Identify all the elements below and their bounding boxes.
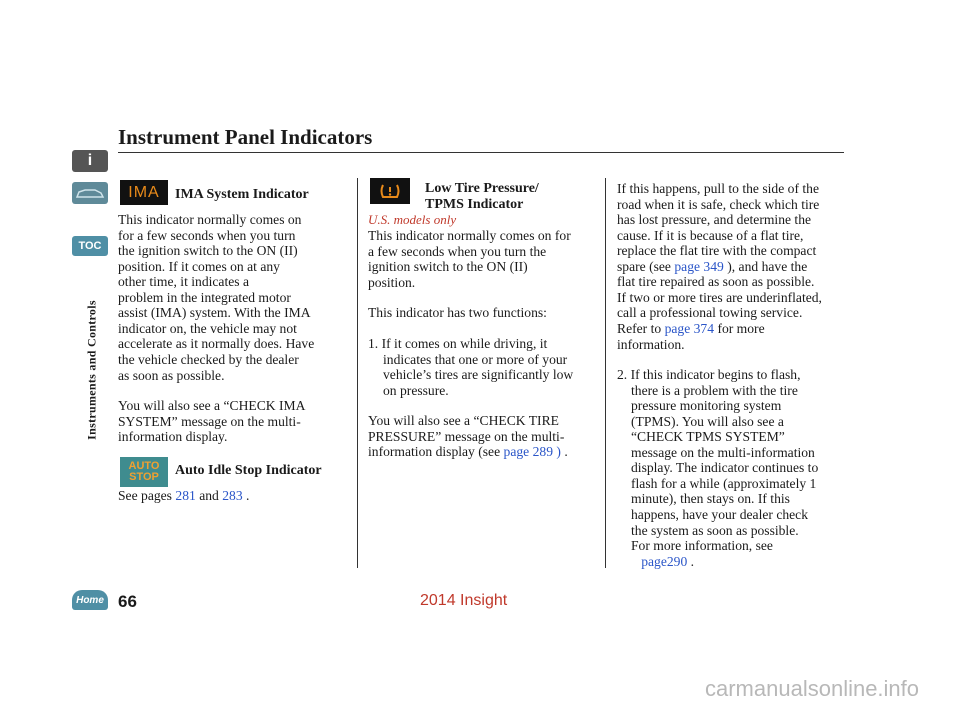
text-line: See pages 281 and 283 . [118, 488, 249, 504]
column-divider [357, 178, 358, 568]
text-line: for a few seconds when you turn [118, 227, 296, 243]
tpms-glyph [380, 184, 400, 198]
text-line: page290 . [631, 554, 694, 570]
text: . [690, 553, 695, 569]
header-rule [118, 152, 844, 153]
text-line: call a professional towing service. [617, 305, 803, 321]
text-line: minute), then stays on. If this [631, 491, 790, 507]
text-line: information display. [118, 429, 228, 445]
text: information display (see [368, 444, 501, 460]
watermark: 2014 Insight [420, 592, 508, 609]
text-line: other time, it indicates a [118, 274, 249, 290]
text-line: problem in the integrated motor [118, 289, 291, 305]
text-line: PRESSURE” message on the multi- [368, 428, 565, 444]
text-line: ignition switch to the ON (II) [368, 259, 528, 275]
text-line: display. The indicator continues to [631, 460, 819, 476]
text: . [246, 488, 250, 503]
page-number: 66 [118, 592, 137, 611]
page-link[interactable]: page 289 ) [503, 444, 561, 460]
text-line: This indicator normally comes on for [368, 228, 571, 243]
models-note: U.S. models only [368, 212, 457, 227]
page-link[interactable]: page 374 [664, 320, 715, 336]
text: spare (see [617, 258, 671, 274]
text-line: happens, have your dealer check [631, 506, 809, 522]
text-line: has lost pressure, and determine the [617, 212, 812, 228]
text-line: the vehicle checked by the dealer [118, 351, 299, 367]
text-line: indicates that one or more of your [383, 351, 568, 367]
text-line: 1. If it comes on while driving, it [368, 336, 548, 351]
text-line: You will also see a “CHECK IMA [118, 398, 306, 413]
ima-heading: IMA System Indicator [175, 187, 309, 202]
text-line: flat tire repaired as soon as possible. [617, 274, 815, 290]
text: . [564, 444, 568, 460]
text-line: This indicator normally comes on [118, 212, 302, 227]
text-line: information display (see page 289 ) . [368, 444, 568, 460]
column-divider [605, 178, 606, 568]
tpms-heading: Low Tire Pressure/ [425, 181, 539, 196]
home-button[interactable]: Home [72, 590, 108, 610]
text-line: position. [368, 274, 416, 290]
text-line: road when it is safe, check which tire [617, 196, 820, 212]
tpms-heading: TPMS Indicator [425, 197, 524, 212]
text-line: SYSTEM” message on the multi- [118, 413, 301, 429]
text-line: there is a problem with the tire [631, 382, 798, 398]
text: Refer to [617, 320, 662, 336]
text: ), and have the [727, 258, 808, 274]
text-line: spare (see page 349 ), and have the [617, 259, 807, 275]
auto-stop-icon: AUTO STOP [120, 457, 168, 487]
page-link[interactable]: page 349 [674, 258, 724, 274]
text-line: replace the flat tire with the compact [617, 243, 817, 259]
text-line: information. [617, 336, 685, 352]
toc-button[interactable]: TOC [72, 236, 108, 256]
page-link[interactable]: page290 [641, 553, 688, 569]
car-glyph [75, 189, 105, 198]
text-line: the system as soon as possible. [631, 522, 799, 538]
tpms-icon [370, 178, 410, 204]
page-title: Instrument Panel Indicators [118, 125, 373, 149]
section-label: Instruments and Controls [84, 300, 99, 440]
text-line: You will also see a “CHECK TIRE [368, 413, 559, 428]
text-line: If this happens, pull to the side of the [617, 181, 819, 196]
text: and [199, 488, 219, 503]
text-line: (TPMS). You will also see a [631, 413, 784, 429]
text-line: vehicle’s tires are significantly low [383, 367, 574, 383]
ima-icon: IMA [120, 180, 168, 205]
text-line: This indicator has two functions: [368, 305, 547, 320]
text-line: as soon as possible. [118, 367, 225, 383]
page-link[interactable]: 283 [222, 488, 243, 503]
text-line: cause. If it is because of a flat tire, [617, 227, 804, 243]
text-line: “CHECK TPMS SYSTEM” [631, 429, 785, 445]
text-line: indicator on, the vehicle may not [118, 320, 297, 336]
text-line: flash for a while (approximately 1 [631, 475, 817, 491]
text-line: If two or more tires are underinflated, [617, 289, 822, 305]
text: for more [717, 320, 765, 336]
text-line: a few seconds when you turn the [368, 243, 547, 259]
text-line: 2. If this indicator begins to flash, [617, 367, 801, 382]
car-icon[interactable] [72, 182, 108, 204]
text-line: assist (IMA) system. With the IMA [118, 305, 311, 321]
text-line: accelerate as it normally does. Have [118, 336, 315, 352]
text-line: message on the multi-information [631, 444, 815, 460]
info-icon[interactable]: i [72, 150, 108, 172]
page-link[interactable]: 281 [175, 488, 196, 503]
text-line: position. If it comes on at any [118, 258, 280, 274]
text-line: For more information, see [631, 538, 773, 554]
text: See pages [118, 488, 172, 503]
text-line: on pressure. [383, 382, 449, 398]
text-line: the ignition switch to the ON (II) [118, 243, 298, 259]
auto-stop-heading: Auto Idle Stop Indicator [175, 463, 322, 478]
text-line: Refer to page 374 for more [617, 321, 765, 337]
site-watermark: carmanualsonline.info [705, 676, 920, 701]
text-line: pressure monitoring system [631, 398, 782, 414]
